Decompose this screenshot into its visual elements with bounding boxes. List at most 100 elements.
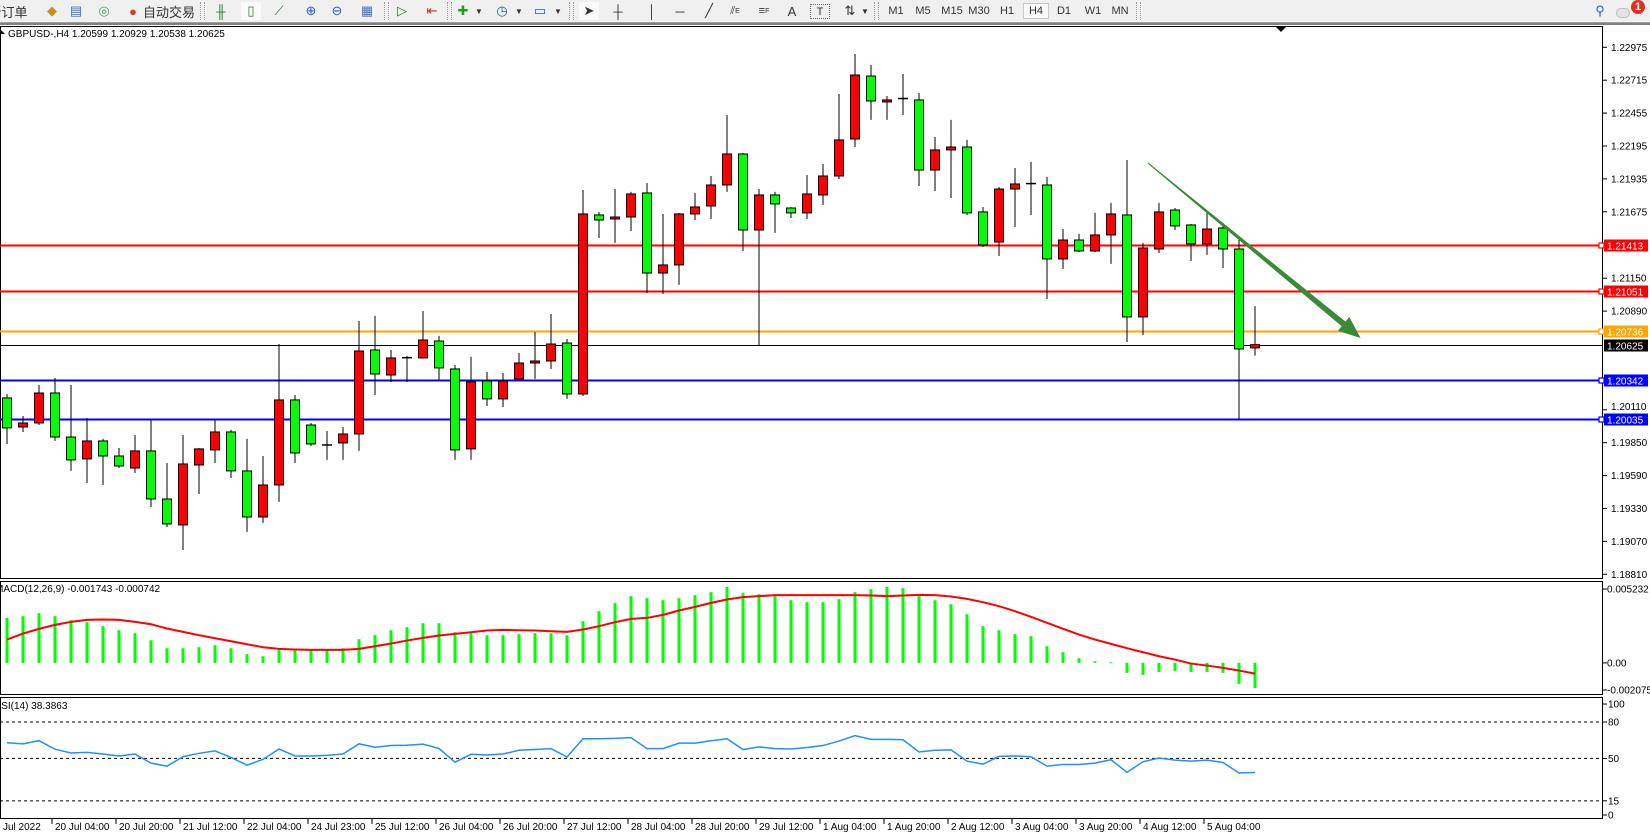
- equidistant-channel-icon[interactable]: ⫽ E: [730, 4, 740, 17]
- chart-shift-marker[interactable]: [1276, 27, 1286, 32]
- crosshair-icon[interactable]: ┼: [613, 3, 623, 19]
- candle-body: [66, 436, 76, 461]
- candle-body: [1218, 227, 1228, 250]
- auto-scroll-icon[interactable]: ▷: [397, 3, 407, 18]
- timeframe-m30[interactable]: M30: [968, 5, 990, 17]
- text-label-icon[interactable]: T: [810, 4, 830, 19]
- toolbar-separator: [1136, 2, 1141, 20]
- timeframe-d1[interactable]: D1: [1056, 5, 1072, 17]
- bar-chart-icon[interactable]: ╫: [216, 3, 226, 19]
- toolbar-separator: [384, 2, 389, 20]
- candle: [1058, 228, 1068, 269]
- candle: [738, 152, 748, 252]
- candle-body: [738, 153, 748, 231]
- candle-body: [882, 99, 892, 103]
- new-order-button[interactable]: 新订单: [0, 4, 28, 20]
- macd-histogram-bar: [869, 589, 873, 663]
- arrows-icon[interactable]: ⇅: [844, 3, 856, 18]
- candle-body: [130, 450, 140, 469]
- timeframe-h4[interactable]: H4: [1023, 3, 1049, 19]
- text-icon[interactable]: A: [787, 3, 797, 19]
- periods-icon[interactable]: ◷: [496, 3, 508, 18]
- vertical-line-icon[interactable]: │: [647, 3, 657, 19]
- fibonacci-icon[interactable]: ≡ F: [758, 5, 770, 17]
- candle: [578, 190, 588, 397]
- notification-badge: 1: [1631, 0, 1645, 14]
- macd-histogram-bar: [373, 635, 377, 663]
- chart-shift-icon[interactable]: ⇤: [426, 3, 438, 18]
- price-level-line-label-box: [1604, 239, 1648, 252]
- candle: [1218, 225, 1228, 268]
- zoom-out-icon[interactable]: ⊖: [331, 3, 343, 18]
- cursor-icon[interactable]: ➤: [579, 2, 599, 20]
- macd-histogram-bar: [165, 648, 169, 663]
- zoom-in-icon[interactable]: ⊕: [305, 3, 317, 18]
- trend-arrow[interactable]: [1147, 162, 1361, 338]
- indicators-icon[interactable]: ✚: [457, 3, 469, 18]
- candle-body: [1058, 239, 1068, 260]
- macd-histogram-bar: [789, 600, 793, 663]
- candle: [1154, 202, 1164, 254]
- toolbar-separator: [447, 2, 452, 20]
- candle: [306, 422, 316, 446]
- candlestick-chart-icon[interactable]: ▯: [241, 2, 261, 20]
- candle: [1122, 160, 1132, 342]
- macd-histogram-bar: [213, 645, 217, 663]
- macd-histogram-bar: [1141, 662, 1145, 675]
- macd-histogram-bar: [1157, 662, 1161, 672]
- candle-body: [18, 422, 28, 428]
- macd-histogram-bar: [917, 596, 921, 663]
- time-tick-label: 20 Jul 20:00: [119, 822, 174, 833]
- timeframe-m5[interactable]: M5: [915, 5, 931, 17]
- price-level-line-label: 1.21051: [1607, 288, 1644, 299]
- arrows-dropdown-icon[interactable]: ▼: [861, 6, 869, 16]
- timeframe-m1[interactable]: M1: [888, 5, 904, 17]
- line-chart-icon[interactable]: ⟋: [274, 3, 284, 18]
- time-tick-label: 1 Aug 04:00: [823, 822, 877, 833]
- timeframe-mn[interactable]: MN: [1111, 5, 1129, 17]
- tile-windows-icon[interactable]: ▦: [360, 3, 374, 18]
- auto-trading-icon[interactable]: ●: [129, 3, 137, 19]
- market-watch-icon[interactable]: ◆: [47, 3, 57, 18]
- rsi-pane[interactable]: [0, 697, 1603, 819]
- candle: [706, 175, 716, 220]
- candle-body: [658, 264, 668, 274]
- auto-trading-button[interactable]: 自动交易: [143, 4, 196, 20]
- search-icon[interactable]: ⚲: [1595, 3, 1605, 18]
- timeframe-h1[interactable]: H1: [999, 5, 1015, 17]
- candle: [242, 438, 252, 532]
- candle: [626, 191, 636, 232]
- macd-histogram-bar: [581, 621, 585, 663]
- macd-histogram-bar: [757, 594, 761, 663]
- price-level-line-label: 1.21413: [1607, 242, 1644, 253]
- macd-pane[interactable]: [0, 581, 1603, 695]
- candle: [866, 65, 876, 120]
- signals-icon[interactable]: ◎: [98, 3, 110, 18]
- periods-dropdown-icon[interactable]: ▼: [515, 6, 523, 16]
- candle: [450, 365, 460, 460]
- candle-body: [2, 397, 12, 429]
- trendline-icon[interactable]: ╱: [705, 3, 713, 18]
- macd-histogram-bar: [1125, 662, 1129, 673]
- candle: [1090, 212, 1100, 253]
- main-pane[interactable]: [0, 26, 1603, 579]
- timeframe-m15[interactable]: M15: [941, 5, 963, 17]
- data-window-icon[interactable]: ▤: [69, 3, 83, 18]
- candle: [818, 163, 828, 205]
- indicators-dropdown-icon[interactable]: ▼: [475, 6, 483, 16]
- candle-body: [1170, 209, 1180, 227]
- horizontal-line-icon[interactable]: ─: [675, 3, 685, 19]
- candle-body: [706, 184, 716, 207]
- candle: [1202, 212, 1212, 255]
- candle: [1106, 202, 1116, 264]
- candle: [178, 434, 188, 551]
- notifications-icon[interactable]: [1616, 8, 1630, 18]
- templates-dropdown-icon[interactable]: ▼: [554, 6, 562, 16]
- macd-axis: 0.005232 0.00 -0.002075: [1603, 585, 1650, 697]
- candle-body: [418, 339, 428, 359]
- time-tick-label: 27 Jul 12:00: [567, 822, 622, 833]
- timeframe-w1[interactable]: W1: [1084, 5, 1102, 17]
- templates-icon[interactable]: ▭: [533, 3, 547, 18]
- candle-body: [1186, 224, 1196, 245]
